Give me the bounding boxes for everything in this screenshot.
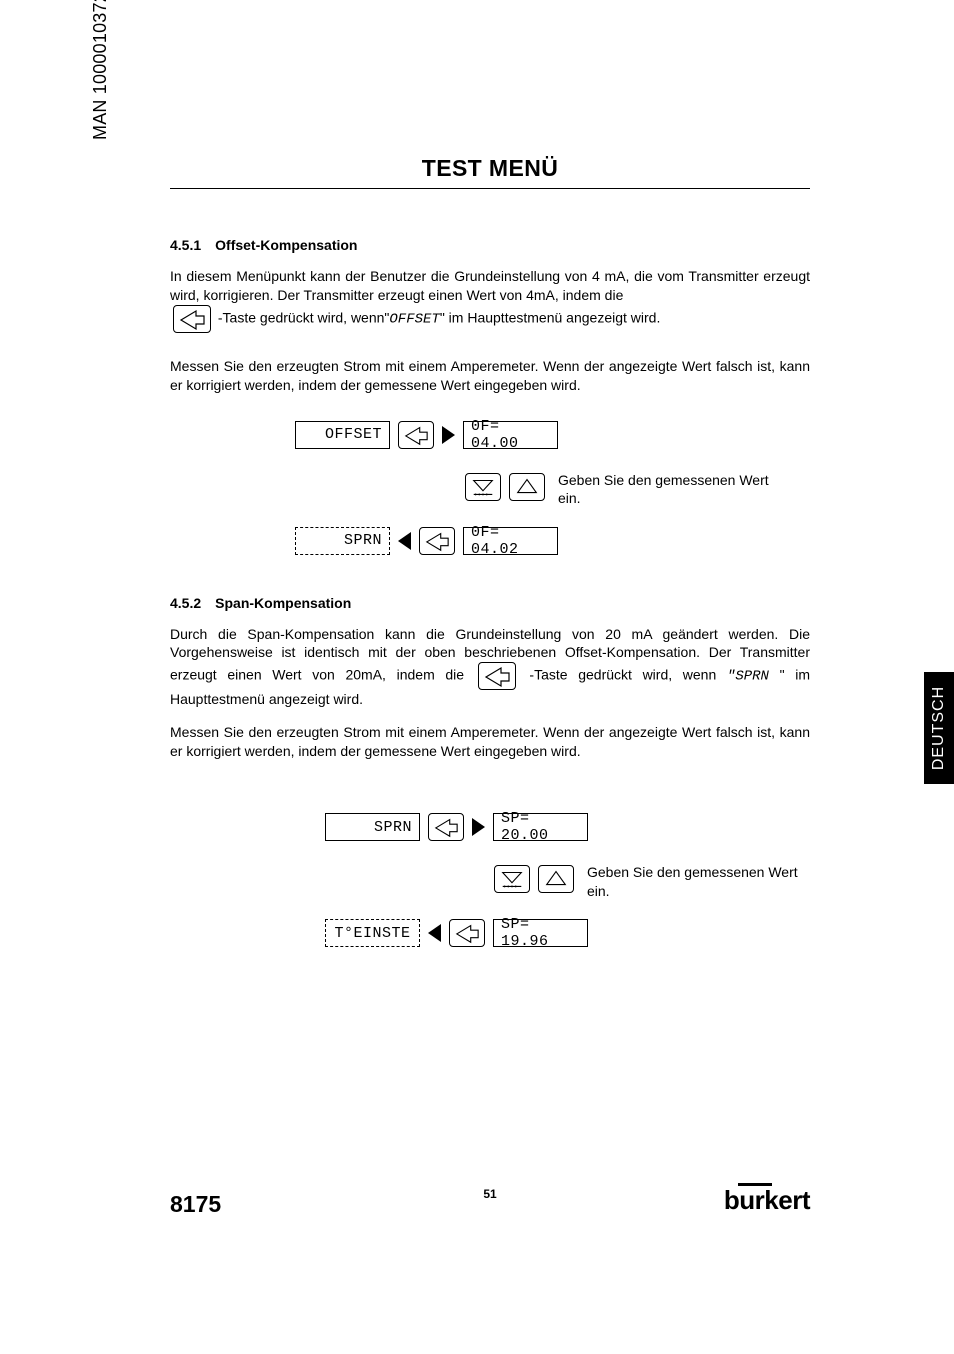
section-number: 4.5.1 [170,237,201,253]
lcd-text: "SPRN [727,669,769,685]
logo-text: burkert [724,1185,810,1215]
diagram-offset: OFFSET 0F= 04.00 Geben Sie den gemessene… [170,413,810,583]
text: In diesem Menüpunkt kann der Benutzer di… [170,268,810,303]
display-value: SP= 19.96 [493,919,588,947]
display-value: SP= 20.00 [493,813,588,841]
footer: 8175 51 burkert [170,1191,810,1218]
enter-key-icon [428,813,464,841]
display-span-dashed: SPRN [295,527,390,555]
text: -Taste gedrückt wird, wenn [529,667,716,683]
arrow-right-icon [442,426,455,444]
display-value: 0F= 04.00 [463,421,558,449]
up-key-icon [509,473,545,501]
footer-page-number: 51 [483,1187,496,1201]
section-title: Span-Kompensation [215,595,351,611]
enter-key-icon [173,305,211,333]
section-number: 4.5.2 [170,595,201,611]
language-label: DEUTSCH [930,686,948,770]
enter-key-icon [398,421,434,449]
paragraph-span-2: Messen Sie den erzeugten Strom mit einem… [170,723,810,761]
footer-logo: burkert [724,1185,810,1216]
enter-key-icon [478,662,516,690]
enter-key-icon [419,527,455,555]
diagram-span: SPRN SP= 20.00 Geben Sie den gemessenen … [170,805,810,975]
footer-model-number: 8175 [170,1191,221,1217]
paragraph-offset-2: Messen Sie den erzeugten Strom mit einem… [170,357,810,395]
text: -Taste gedrückt wird, wenn" [218,309,390,325]
arrow-left-icon [428,924,441,942]
display-offset: OFFSET [295,421,390,449]
page-title: TEST MENÜ [170,155,810,182]
text: " im Haupttestmenü angezeigt wird. [440,309,661,325]
annotation-text: Geben Sie den gemessenen Wert ein. [558,471,788,509]
annotation-text: Geben Sie den gemessenen Wert ein. [587,863,817,901]
language-tab: DEUTSCH [924,672,954,784]
display-value: 0F= 04.02 [463,527,558,555]
main-content: TEST MENÜ 4.5.1 Offset-Kompensation In d… [170,155,810,987]
section-heading-span: 4.5.2 Span-Kompensation [170,595,810,611]
arrow-right-icon [472,818,485,836]
paragraph-offset-1: In diesem Menüpunkt kann der Benutzer di… [170,267,810,333]
display-span: SPRN [325,813,420,841]
down-key-icon [465,473,501,501]
lcd-text: OFFSET [389,311,439,327]
display-teinste-dashed: T°EINSTE [325,919,420,947]
section-title: Offset-Kompensation [215,237,357,253]
down-key-icon [494,865,530,893]
up-key-icon [538,865,574,893]
section-heading-offset: 4.5.1 Offset-Kompensation [170,237,810,253]
paragraph-span-1: Durch die Span-Kompensation kann die Gru… [170,625,810,710]
arrow-left-icon [398,532,411,550]
side-print-info: MAN 1000010372 ML Version: G Status: RL … [90,0,111,140]
logo-bar [738,1183,772,1186]
enter-key-icon [449,919,485,947]
